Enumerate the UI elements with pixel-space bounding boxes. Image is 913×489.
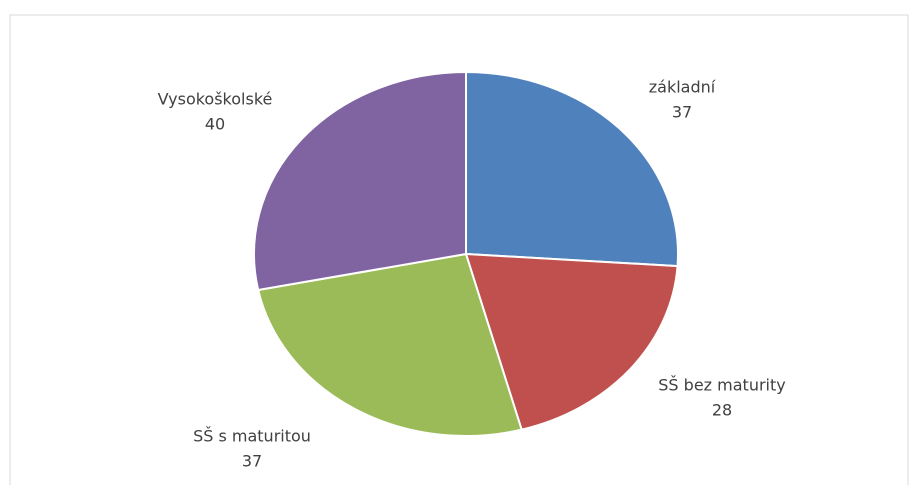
slice-label: SŠ s maturitou — [193, 427, 311, 446]
pie-slice — [465, 70, 679, 268]
slice-value: 37 — [242, 452, 262, 471]
pie-slice — [256, 252, 523, 437]
slice-label: základní — [649, 78, 716, 97]
slice-label: Vysokoškolské — [158, 90, 273, 109]
slice-value: 37 — [672, 103, 692, 122]
slice-value: 40 — [205, 115, 225, 134]
slice-value: 28 — [712, 401, 732, 420]
slice-label: SŠ bez maturity — [658, 376, 785, 395]
pie-slice — [464, 252, 679, 431]
pie-slice — [253, 70, 467, 292]
